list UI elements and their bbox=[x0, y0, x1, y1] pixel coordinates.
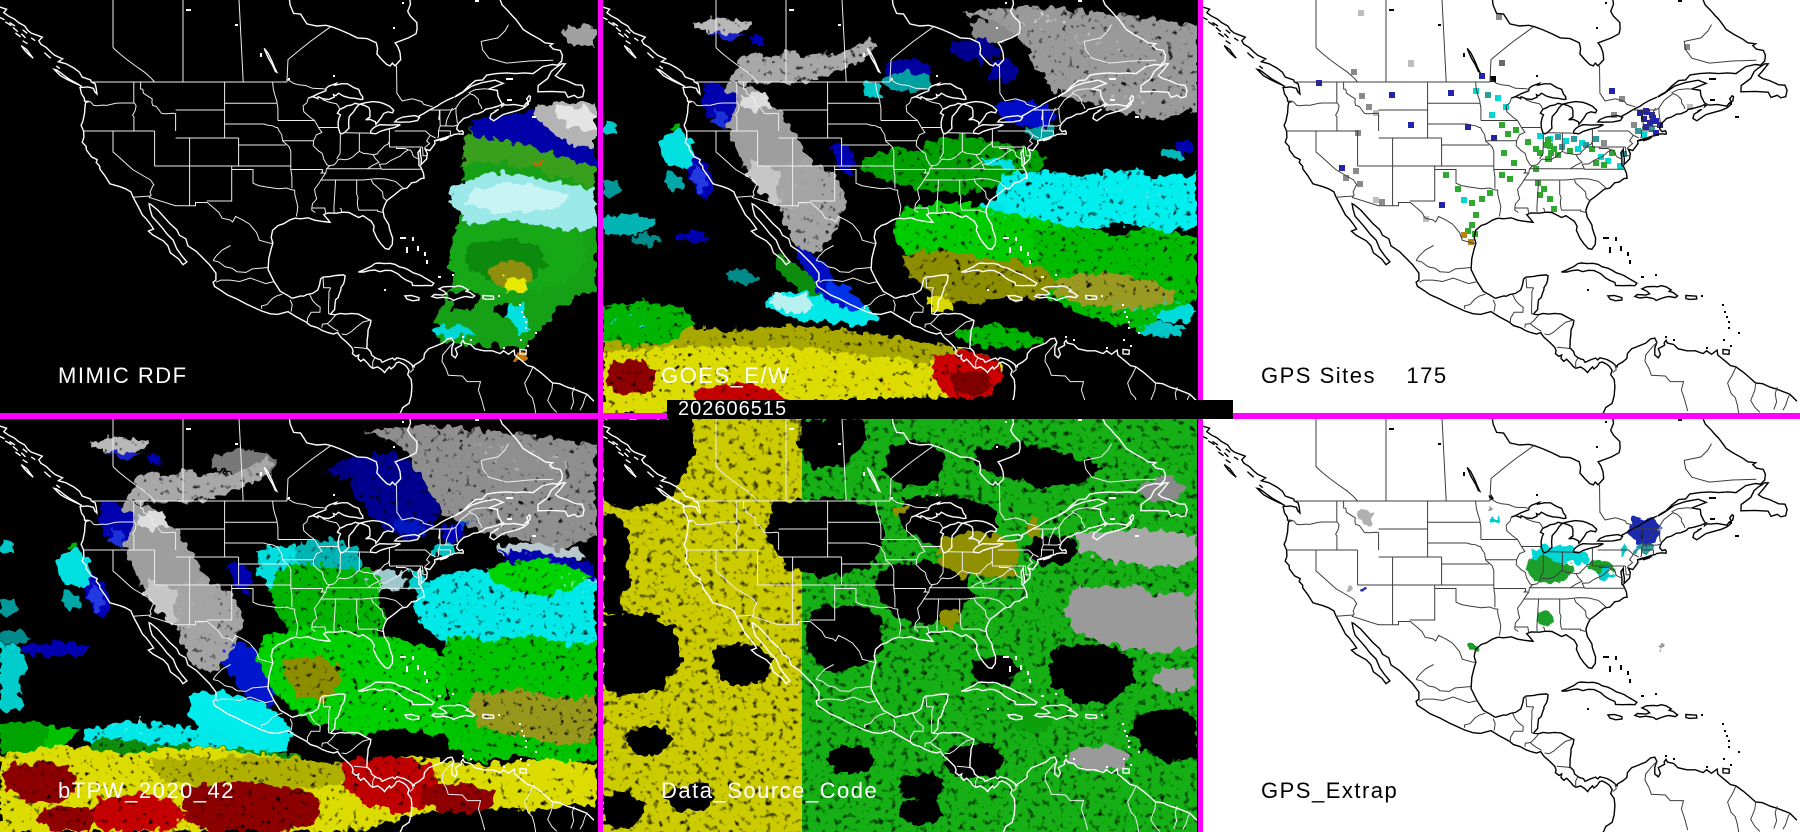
svg-text:GPS_Extrap: GPS_Extrap bbox=[1261, 778, 1398, 803]
svg-text:Data_Source_Code: Data_Source_Code bbox=[661, 778, 878, 803]
svg-text:bTPW_2020_42: bTPW_2020_42 bbox=[58, 778, 235, 803]
svg-text:GPS Sites 175: GPS Sites 175 bbox=[1261, 363, 1448, 388]
svg-text:MIMIC RDF: MIMIC RDF bbox=[58, 363, 188, 388]
svg-text:GOES_E/W: GOES_E/W bbox=[661, 363, 790, 388]
